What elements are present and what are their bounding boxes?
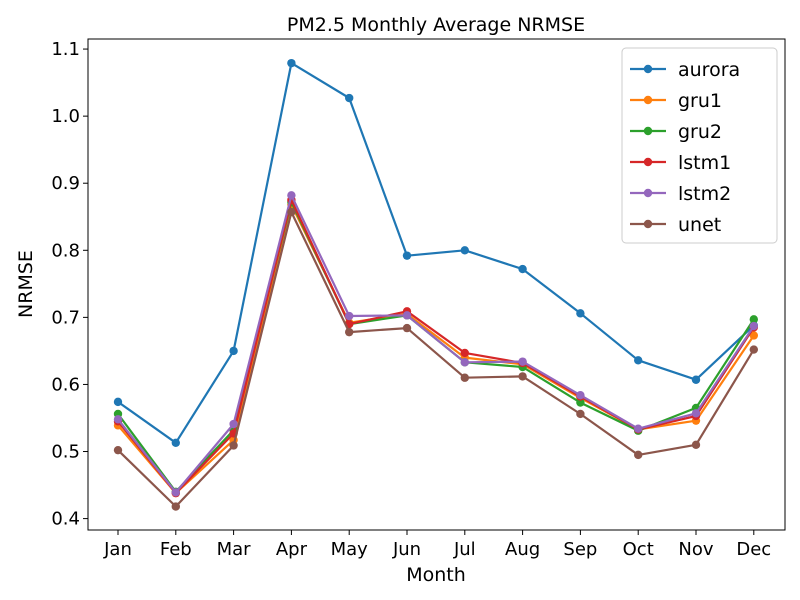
data-point-unet (402, 323, 412, 333)
data-point-unet (518, 372, 527, 381)
data-point-gru2 (749, 315, 758, 324)
legend-item-gru2: gru2 (630, 121, 722, 143)
legend-label-lstm1: lstm1 (678, 152, 731, 174)
data-point-lstm2 (691, 409, 701, 418)
x-tick-label: Jan (103, 539, 132, 560)
series-line-lstm2 (117, 194, 755, 494)
data-point-lstm2 (113, 415, 123, 424)
y-tick-label: 0.8 (51, 240, 80, 261)
data-point-lstm2 (460, 358, 469, 367)
data-point-aurora (402, 251, 412, 260)
data-point-unet (345, 327, 354, 337)
data-point-unet (634, 450, 643, 460)
axes: 0.4 0.5 0.6 0.7 0.8 0.9 1.0 1.1 Jan Feb Mar Apr May J… (51, 39, 771, 560)
data-point-unet (460, 373, 469, 382)
x-tick-label: Oct (623, 539, 654, 560)
data-point-aurora (113, 397, 123, 407)
x-tick-label: Jul (453, 539, 476, 560)
legend-marker-gru1 (643, 95, 653, 105)
data-point-lstm1 (460, 348, 469, 358)
legend-label-unet: unet (678, 214, 721, 236)
data-point-unet (576, 409, 585, 419)
legend-box (621, 47, 778, 244)
chart-title: PM2.5 Monthly Average NRMSE (287, 14, 585, 36)
data-point-lstm2 (634, 424, 643, 433)
data-point-lstm2 (345, 311, 354, 321)
x-tick-label: May (331, 539, 369, 560)
plot-area (113, 58, 758, 511)
data-point-aurora (634, 356, 643, 365)
plot-frame (87, 38, 786, 531)
x-tick-label: Sep (563, 539, 597, 560)
y-tick-label: 0.6 (51, 374, 80, 395)
data-point-unet (287, 207, 296, 217)
y-tick-label: 0.9 (51, 173, 80, 194)
series-line-aurora (117, 61, 755, 444)
data-point-unet (229, 441, 238, 450)
legend-item-lstm1: lstm1 (630, 152, 731, 174)
series-lstm2 (113, 191, 758, 497)
data-point-aurora (518, 264, 527, 274)
y-tick-label: 1.0 (51, 106, 80, 127)
legend-marker-lstm2 (643, 188, 653, 198)
data-point-lstm2 (287, 191, 296, 200)
data-point-unet (113, 445, 123, 455)
x-tick-label: Mar (217, 539, 252, 560)
series-line-gru1 (117, 203, 755, 495)
data-point-gru2 (576, 398, 585, 407)
legend-label-gru2: gru2 (678, 121, 722, 143)
series-aurora (113, 58, 758, 448)
data-point-aurora (287, 58, 296, 68)
data-point-lstm2 (171, 488, 180, 497)
data-point-unet (749, 345, 758, 354)
legend-item-gru1: gru1 (630, 90, 722, 112)
legend-label-aurora: aurora (678, 59, 740, 81)
x-tick-label: Jun (392, 539, 421, 560)
data-point-lstm2 (576, 390, 585, 400)
y-axis-label: NRMSE (15, 250, 37, 318)
y-tick-label: 0.7 (51, 307, 80, 328)
x-tick-label: Feb (160, 539, 192, 560)
legend-marker-aurora (643, 64, 653, 74)
data-point-lstm2 (229, 419, 238, 429)
legend-marker-lstm1 (643, 157, 653, 167)
data-point-aurora (691, 375, 701, 384)
x-tick-label: Aug (505, 539, 540, 560)
legend: aurora gru1 gru2 lstm1 lstm2 unet (621, 47, 778, 244)
legend-marker-gru2 (643, 126, 653, 136)
legend-label-gru1: gru1 (678, 90, 722, 112)
series-unet (113, 207, 758, 511)
data-point-gru1 (749, 331, 758, 340)
data-point-aurora (171, 438, 180, 448)
legend-marker-unet (643, 219, 653, 229)
x-tick-label: Apr (276, 539, 308, 560)
data-point-aurora (576, 309, 585, 318)
legend-item-aurora: aurora (630, 59, 740, 81)
data-point-unet (171, 502, 180, 511)
data-point-aurora (460, 246, 469, 255)
data-point-lstm2 (402, 311, 412, 320)
y-tick-label: 0.5 (51, 442, 80, 463)
x-axis-label: Month (406, 564, 466, 586)
legend-label-lstm2: lstm2 (678, 183, 731, 205)
y-tick-label: 1.1 (51, 39, 80, 60)
y-tick-label: 0.4 (51, 509, 80, 530)
data-point-lstm2 (749, 321, 758, 331)
data-point-unet (691, 440, 701, 450)
data-point-lstm2 (518, 357, 527, 366)
data-point-aurora (345, 93, 354, 103)
x-tick-label: Nov (678, 539, 713, 560)
x-tick-label: Dec (736, 539, 771, 560)
legend-item-unet: unet (630, 214, 721, 236)
data-point-aurora (229, 346, 238, 356)
series-line-unet (117, 211, 755, 508)
legend-item-lstm2: lstm2 (630, 183, 731, 205)
